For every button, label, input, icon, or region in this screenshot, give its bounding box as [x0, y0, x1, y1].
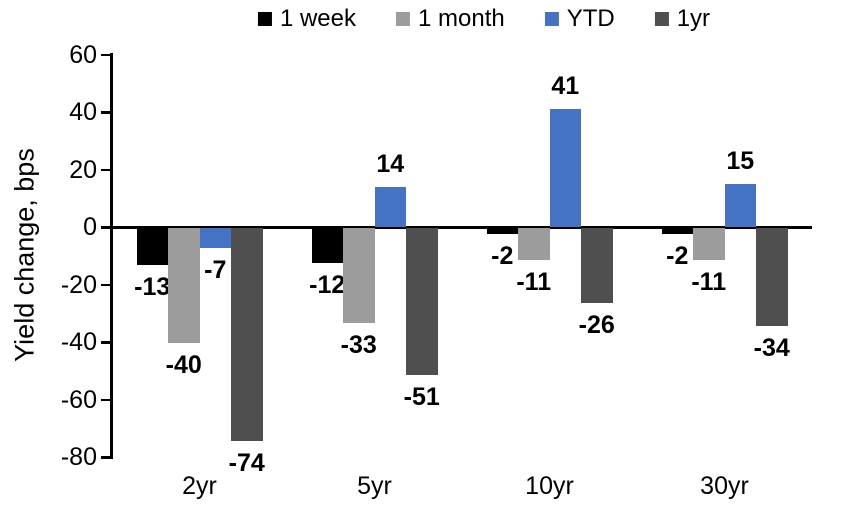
bar-YTD-2yr: [199, 228, 231, 249]
y-axis-tick-label: -40: [60, 328, 97, 356]
y-axis-tick-label: 20: [69, 155, 97, 184]
y-axis-tick: [101, 111, 110, 114]
bar-data-label: -40: [165, 351, 202, 379]
y-axis-tick-label: -20: [60, 270, 97, 299]
legend-label: 1 month: [417, 5, 505, 32]
y-axis-tick: [101, 341, 110, 344]
bar-data-label: -34: [753, 333, 790, 362]
y-axis-tick-label: 60: [69, 40, 97, 69]
legend-label: 1 week: [279, 5, 356, 32]
bar-1yr-30yr: [756, 228, 788, 326]
y-axis-tick-label: -80: [60, 443, 97, 471]
bar-1-month-5yr: [343, 228, 375, 323]
legend-swatch-icon: [395, 12, 410, 26]
bar-1-week-2yr: [136, 228, 168, 266]
x-axis-category-label: 30yr: [700, 472, 749, 500]
bar-data-label: -51: [403, 382, 440, 411]
y-axis-tick: [101, 226, 110, 229]
legend-swatch-icon: [654, 12, 669, 26]
y-axis-tick: [101, 456, 110, 459]
bar-data-label: -13: [134, 273, 171, 302]
y-axis-tick: [101, 398, 110, 401]
bar-data-label: -2: [491, 241, 514, 270]
bar-1-week-5yr: [311, 228, 343, 263]
bar-data-label: 15: [726, 146, 755, 175]
x-axis-category-label: 2yr: [182, 472, 217, 500]
legend-item: 1yr: [654, 5, 711, 33]
y-axis-line: [110, 52, 113, 459]
bar-1yr-10yr: [581, 228, 613, 303]
legend-item: 1 week: [257, 5, 356, 33]
bar-1-month-30yr: [693, 228, 725, 260]
bar-data-label: -11: [691, 267, 727, 296]
bar-data-label: -12: [309, 270, 346, 299]
bar-data-label: -7: [204, 256, 227, 285]
legend-label: 1yr: [676, 5, 711, 32]
y-axis-tick: [101, 283, 110, 286]
bar-1-month-2yr: [168, 228, 200, 343]
y-axis-tick: [101, 168, 110, 171]
bar-YTD-5yr: [374, 186, 406, 227]
x-axis-line: [112, 225, 812, 229]
legend-swatch-icon: [544, 12, 559, 26]
bar-1-week-10yr: [486, 228, 518, 234]
bar-data-label: -33: [340, 330, 377, 359]
bar-1yr-5yr: [406, 228, 438, 375]
bar-YTD-10yr: [549, 109, 581, 227]
x-axis-category-label: 10yr: [525, 472, 574, 500]
bar-data-label: 14: [376, 149, 405, 178]
bar-1yr-2yr: [231, 228, 263, 441]
bar-1-month-10yr: [518, 228, 550, 260]
bar-data-label: -26: [578, 310, 615, 339]
bar-data-label: -74: [228, 448, 265, 477]
chart-legend: 1 week 1 month YTD 1yr: [257, 5, 711, 33]
bar-YTD-30yr: [724, 183, 756, 227]
bar-1-week-30yr: [661, 228, 693, 234]
x-axis-category-label: 5yr: [357, 472, 392, 500]
y-axis-tick-label: -60: [60, 385, 97, 414]
bar-data-label: -2: [666, 241, 689, 270]
legend-swatch-icon: [257, 12, 272, 26]
bar-data-label: -11: [516, 267, 552, 296]
y-axis-tick: [101, 53, 110, 56]
legend-item: YTD: [544, 5, 615, 33]
y-axis-tick-label: 40: [69, 98, 97, 126]
legend-label: YTD: [566, 5, 615, 32]
bar-data-label: 41: [551, 72, 580, 101]
legend-item: 1 month: [395, 5, 505, 33]
y-axis-tick-label: 0: [83, 213, 97, 241]
